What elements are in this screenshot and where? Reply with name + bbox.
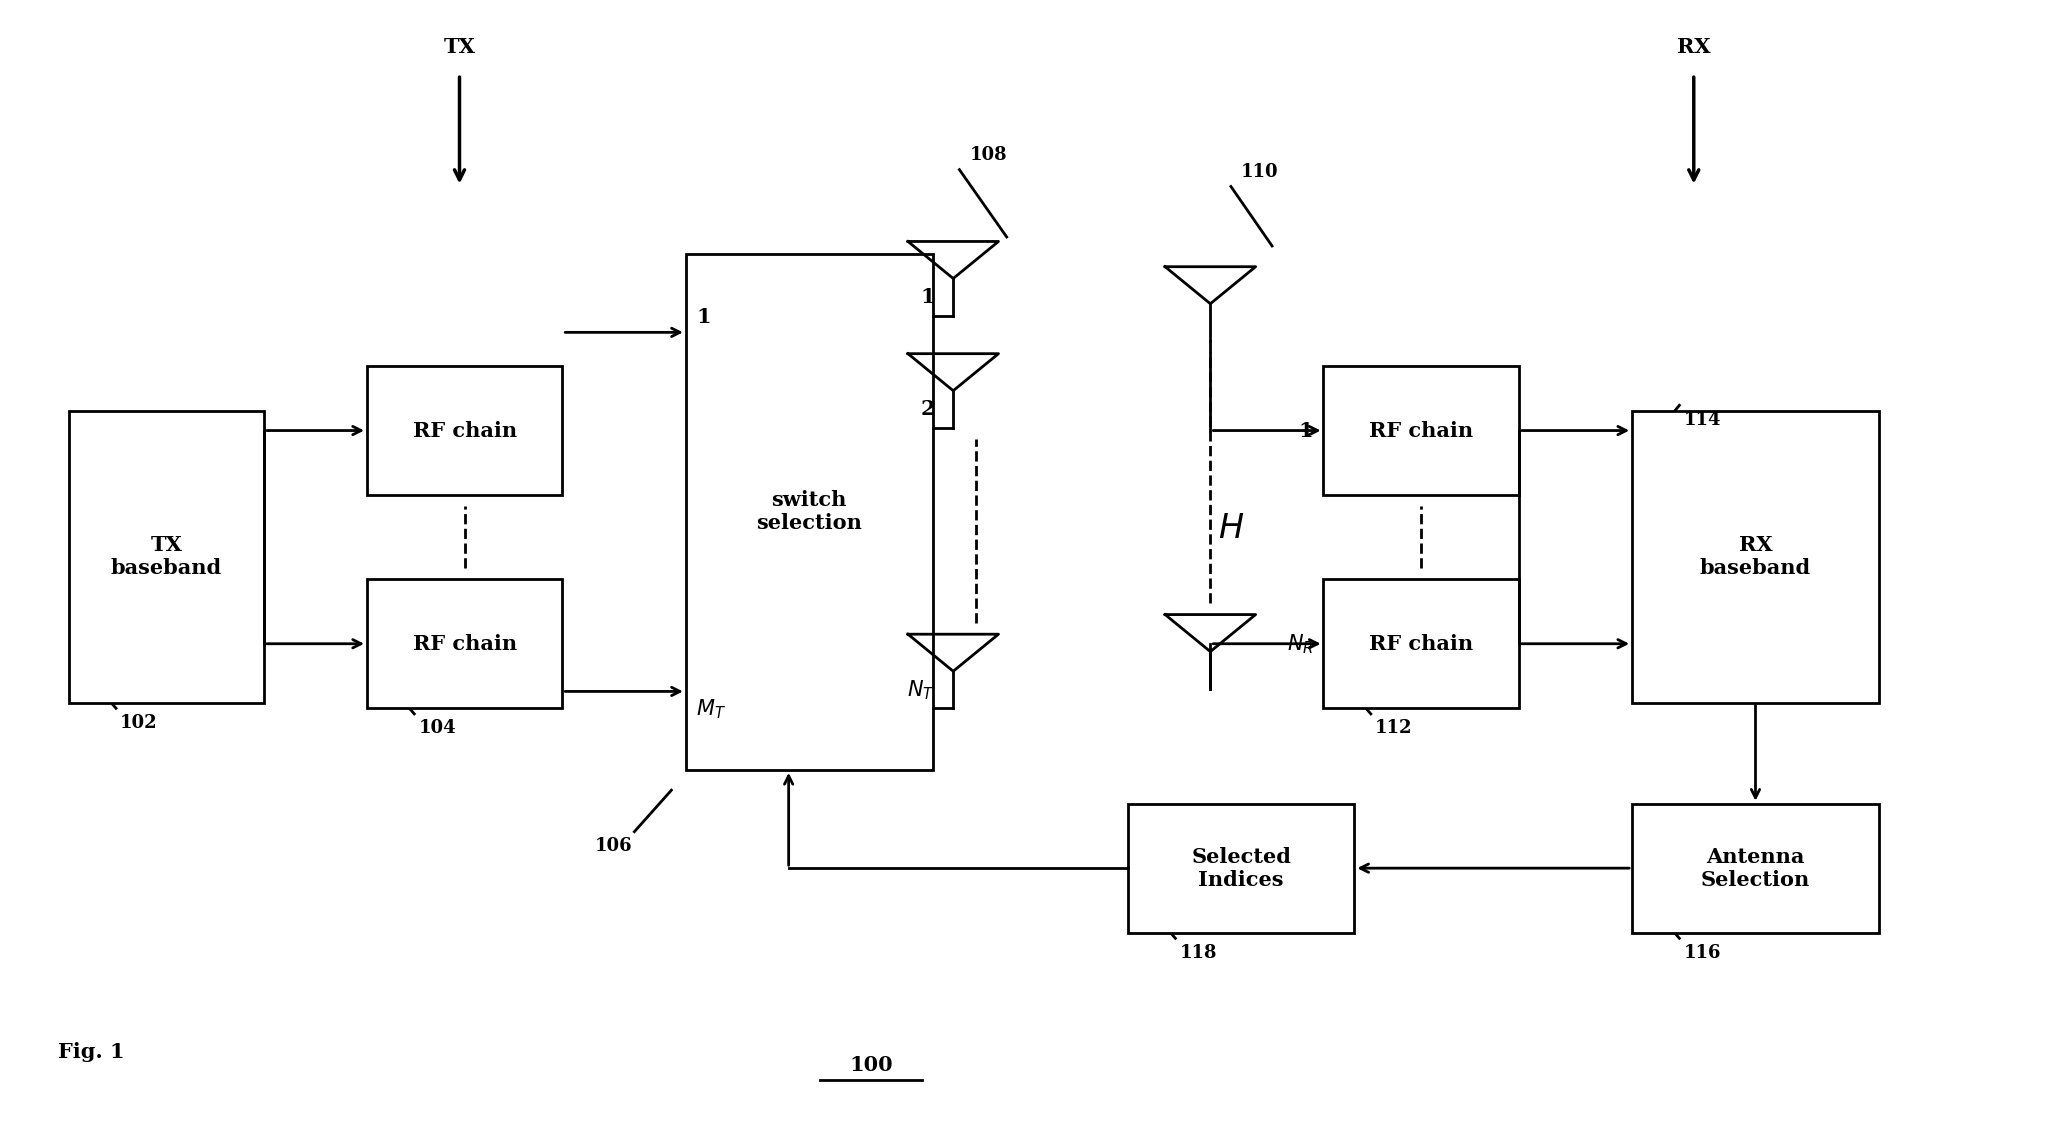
Text: 102: 102 bbox=[120, 713, 157, 732]
Text: 2: 2 bbox=[920, 399, 934, 419]
Text: 1: 1 bbox=[696, 307, 710, 327]
Text: Selected
Indices: Selected Indices bbox=[1191, 846, 1290, 889]
Text: 1: 1 bbox=[920, 287, 934, 307]
Bar bbox=[68, 411, 265, 703]
Text: TX
baseband: TX baseband bbox=[112, 535, 222, 578]
Text: RF chain: RF chain bbox=[412, 420, 516, 441]
Bar bbox=[1323, 366, 1518, 495]
Text: 108: 108 bbox=[969, 147, 1007, 164]
Text: $N_T$: $N_T$ bbox=[907, 678, 934, 702]
Text: 116: 116 bbox=[1684, 944, 1721, 962]
Bar bbox=[1323, 579, 1518, 708]
Text: RF chain: RF chain bbox=[1369, 420, 1472, 441]
Text: $M_T$: $M_T$ bbox=[696, 698, 727, 720]
Bar bbox=[1632, 803, 1878, 933]
Bar bbox=[1129, 803, 1354, 933]
Text: 114: 114 bbox=[1684, 411, 1721, 429]
Text: $N_R$: $N_R$ bbox=[1286, 632, 1313, 655]
Text: 118: 118 bbox=[1180, 944, 1218, 962]
Text: 100: 100 bbox=[849, 1055, 893, 1075]
Text: Fig. 1: Fig. 1 bbox=[58, 1042, 124, 1062]
Text: RX: RX bbox=[1678, 37, 1711, 58]
Text: RX
baseband: RX baseband bbox=[1700, 535, 1810, 578]
Text: 110: 110 bbox=[1241, 162, 1278, 181]
Text: Antenna
Selection: Antenna Selection bbox=[1700, 846, 1810, 889]
Text: RF chain: RF chain bbox=[412, 634, 516, 653]
Bar bbox=[686, 253, 932, 770]
Text: 106: 106 bbox=[594, 837, 632, 855]
Text: RF chain: RF chain bbox=[1369, 634, 1472, 653]
Text: $\mathit{H}$: $\mathit{H}$ bbox=[1218, 512, 1245, 545]
Bar bbox=[367, 579, 563, 708]
Text: switch
selection: switch selection bbox=[756, 491, 862, 534]
Text: TX: TX bbox=[443, 37, 476, 58]
Text: 1: 1 bbox=[1299, 420, 1313, 441]
Text: 112: 112 bbox=[1375, 719, 1412, 737]
Bar bbox=[1632, 411, 1878, 703]
Text: 104: 104 bbox=[418, 719, 456, 737]
Bar bbox=[367, 366, 563, 495]
